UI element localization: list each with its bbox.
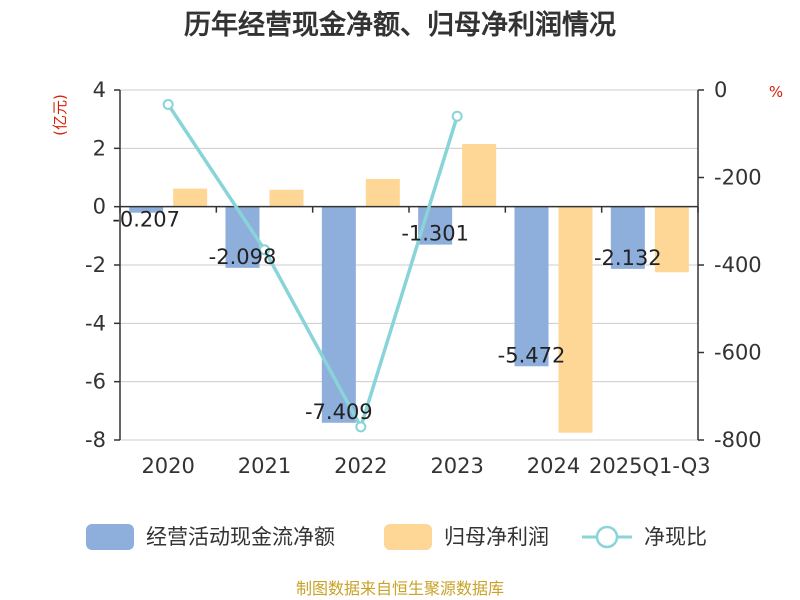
legend-swatch-profit (384, 524, 432, 550)
data-label-ocf: -1.301 (401, 222, 469, 246)
right-tick-label: -400 (714, 253, 762, 277)
x-tick-label: 2020 (141, 454, 194, 478)
right-tick-label: -800 (714, 428, 762, 452)
x-tick-label: 2024 (527, 454, 580, 478)
chart-title: 历年经营现金净额、归母净利润情况 (184, 9, 616, 41)
right-tick-label: -200 (714, 166, 762, 190)
right-tick-label: 0 (714, 78, 727, 102)
ratio-line (166, 103, 459, 432)
left-axis-unit: (亿元) (51, 94, 69, 136)
data-label-ocf: -2.132 (594, 246, 662, 270)
left-tick-label: 2 (93, 136, 106, 160)
left-tick-label: 0 (93, 195, 106, 219)
right-axis-unit: % (769, 83, 783, 101)
line-layer (162, 98, 463, 433)
bar-profit (173, 188, 208, 207)
bar-profit (269, 189, 304, 207)
bar-profit (462, 143, 497, 207)
source-note: 制图数据来自恒生聚源数据库 (296, 579, 504, 598)
bars-layer (129, 143, 689, 433)
left-tick-label: 4 (93, 78, 106, 102)
legend: 经营活动现金流净额 归母净利润 净现比 (86, 524, 707, 550)
x-tick-label: 2022 (334, 454, 387, 478)
left-tick-label: -2 (85, 253, 106, 277)
x-tick-label: 2021 (238, 454, 291, 478)
bar-ocf (129, 206, 164, 213)
legend-label-ratio: 净现比 (644, 525, 707, 549)
left-tick-label: -4 (85, 311, 106, 335)
bar-ocf (610, 206, 645, 269)
x-tick-label: 2025Q1-Q3 (589, 454, 711, 478)
legend-swatch-ratio-marker (595, 525, 619, 549)
legend-label-ocf: 经营活动现金流净额 (146, 525, 335, 549)
data-label-ocf: -2.098 (209, 245, 277, 269)
bar-profit (365, 178, 400, 207)
data-label-ocf: -0.207 (112, 208, 180, 232)
bar-ocf (321, 206, 356, 423)
left-tick-label: -8 (85, 428, 106, 452)
ratio-point (355, 421, 367, 433)
left-tick-label: -6 (85, 370, 106, 394)
bar-profit (654, 206, 689, 273)
ratio-point (259, 244, 270, 256)
data-label-ocf: -5.472 (498, 343, 566, 367)
bar-profit (558, 206, 593, 433)
axes-layer: 4 2 0 -2 -4 -6 -8 0 -200 -400 -600 -800 2020 2021 2022… (85, 78, 762, 478)
ratio-point (162, 98, 174, 110)
legend-label-profit: 归母净利润 (444, 525, 549, 549)
legend-swatch-ocf (86, 524, 134, 550)
data-labels-layer: -0.207 -2.098 -7.409 -1.301 -5.472 -2.132 (112, 208, 661, 424)
right-tick-label: -600 (714, 341, 762, 365)
x-tick-label: 2023 (430, 454, 483, 478)
data-label-ocf: -7.409 (305, 400, 373, 424)
ratio-point (451, 110, 463, 122)
bar-ocf (514, 206, 549, 367)
